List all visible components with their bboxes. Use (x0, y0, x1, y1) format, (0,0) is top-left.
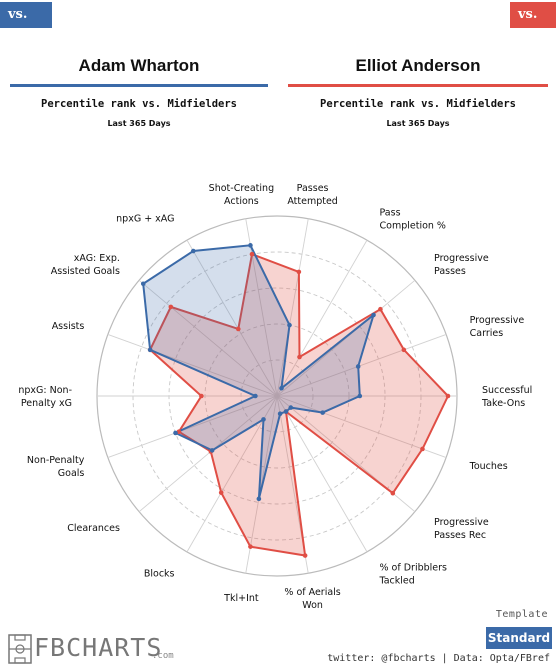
series-1-point-8 (302, 553, 308, 558)
series-0-point-9 (256, 496, 262, 502)
series-0-point-4 (357, 393, 363, 399)
axis-label-6: Progressive Passes Rec (434, 517, 489, 541)
radar-series (140, 243, 451, 558)
axis-label-17: Shot-Creating Actions (209, 183, 274, 207)
axis-label-0: Passes Attempted (287, 183, 338, 207)
footer-credit: twitter: @fbcharts | Data: Opta/FBref (327, 653, 550, 664)
axis-label-2: Progressive Passes (434, 253, 489, 277)
axis-label-8: % of Aerials Won (284, 587, 340, 611)
radar-spoke-16 (186, 239, 278, 397)
series-0-point-1 (279, 385, 284, 391)
radar-spoke-11 (138, 395, 278, 513)
series-0-point-17 (248, 243, 253, 248)
axis-label-5: Touches (469, 461, 508, 472)
series-1-point-0 (296, 269, 302, 275)
series-1-point-13 (199, 393, 204, 399)
series-0-point-13 (253, 393, 258, 399)
axis-label-13: npxG: Non-Penalty xG (18, 385, 72, 409)
series-1-point-1 (297, 354, 302, 360)
axis-label-1: Pass Completion % (380, 207, 446, 231)
radar-spoke-0 (276, 218, 309, 397)
axis-label-11: Clearances (67, 523, 120, 534)
series-0-point-6 (288, 405, 294, 410)
logo-text: FBCHARTS (34, 633, 163, 662)
right-comparison-tag[interactable]: vs. MF (510, 2, 556, 48)
radar-spoke-3 (276, 334, 447, 397)
series-1-point-2 (378, 306, 383, 312)
series-1-point-16 (236, 326, 241, 332)
series-1-point-10 (218, 490, 224, 495)
radar-spoke-12 (107, 395, 278, 458)
right-player-color-bar (288, 84, 548, 87)
series-0-point-15 (140, 281, 146, 287)
right-period: Last 365 Days (386, 119, 450, 128)
logo-suffix: .com (152, 651, 174, 661)
series-1-point-6 (390, 490, 396, 496)
series-1-point-15 (168, 304, 174, 310)
series-0-point-11 (209, 448, 215, 453)
axis-label-7: % of Dribblers Tackled (379, 563, 448, 587)
radar-spoke-14 (107, 334, 278, 397)
series-1-point-17 (249, 251, 255, 257)
axis-label-12: Non-Penalty Goals (27, 455, 85, 479)
right-subtitle: Percentile rank vs. Midfielders (320, 98, 516, 110)
radar-spoke-5 (276, 395, 447, 458)
left-player-name: Adam Wharton (78, 56, 200, 75)
series-0-point-0 (287, 322, 292, 328)
series-1-point-9 (248, 544, 253, 549)
axis-label-14: Assists (52, 321, 85, 332)
axis-label-4: Successful Take-Ons (481, 385, 532, 409)
series-0-point-3 (355, 364, 361, 369)
pitch-logo-icon (8, 634, 32, 664)
radar-axis-labels: Passes Attempted Pass Completion % Progressi… (18, 183, 532, 611)
series-1-point-3 (401, 347, 407, 353)
series-0-point-5 (320, 410, 325, 415)
axis-label-16: npxG + xAG (116, 213, 174, 224)
left-subtitle: Percentile rank vs. Midfielders (41, 98, 237, 110)
axis-label-10: Blocks (144, 569, 175, 580)
left-comparison-tag[interactable]: vs. MF (0, 2, 52, 48)
radar-spoke-7 (276, 395, 368, 553)
series-0-point-16 (191, 248, 196, 254)
radar-spoke-1 (276, 239, 368, 397)
template-label: Template (495, 609, 548, 620)
series-0-point-2 (371, 312, 376, 318)
series-0-point-7 (283, 409, 289, 414)
radar-spoke-15 (138, 279, 278, 397)
axis-label-3: Progressive Carries (470, 315, 525, 339)
axis-label-9: Tkl+Int (223, 593, 259, 604)
left-player-color-bar (10, 84, 268, 87)
series-0-point-8 (277, 411, 283, 417)
right-player-name: Elliot Anderson (355, 56, 481, 75)
series-1-point-4 (445, 393, 451, 399)
radar-spoke-9 (245, 395, 278, 574)
series-1-point-5 (420, 446, 425, 452)
left-period: Last 365 Days (107, 119, 171, 128)
series-0-point-14 (147, 347, 153, 353)
series-0-point-10 (261, 417, 266, 422)
radar-spoke-10 (186, 395, 278, 553)
standard-button[interactable]: Standard (486, 627, 552, 649)
series-0-point-12 (173, 430, 178, 436)
axis-label-15: xAG: Exp. Assisted Goals (51, 253, 120, 277)
